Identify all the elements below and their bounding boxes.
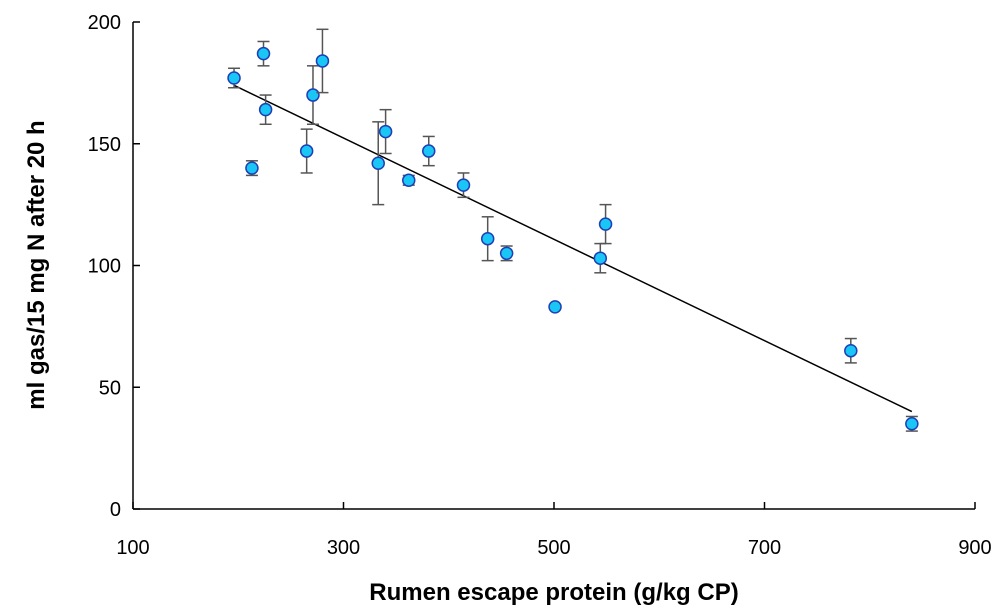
- point-marker: [371, 156, 385, 170]
- point-marker: [456, 178, 471, 192]
- data-point: [905, 415, 919, 432]
- y-tick-label: 50: [99, 377, 121, 399]
- point-marker: [245, 161, 259, 175]
- data-point: [245, 160, 259, 177]
- x-tick-label: 900: [958, 537, 991, 559]
- x-axis-title: Rumen escape protein (g/kg CP): [369, 579, 738, 606]
- data-point: [593, 242, 608, 274]
- data-point: [456, 172, 471, 199]
- point-marker: [844, 343, 858, 358]
- point-marker: [256, 46, 271, 61]
- y-tick-label: 0: [110, 499, 121, 521]
- data-point: [306, 65, 320, 126]
- data-point: [844, 337, 858, 364]
- data-point: [422, 135, 436, 167]
- point-marker: [598, 217, 613, 231]
- data-point: [227, 67, 241, 89]
- trendline: [233, 84, 913, 413]
- point-marker: [548, 300, 562, 314]
- data-point: [499, 245, 514, 262]
- data-points: [227, 28, 919, 432]
- point-marker: [499, 246, 514, 261]
- axes: 100 300 500 700 900 0 50 100 150 200: [88, 12, 992, 559]
- point-marker: [905, 417, 919, 431]
- data-point: [402, 173, 416, 188]
- y-tick-label: 100: [88, 256, 121, 278]
- x-tick-label: 100: [116, 537, 149, 559]
- data-point: [299, 128, 314, 174]
- x-tick-label: 500: [537, 537, 570, 559]
- point-marker: [315, 54, 330, 68]
- data-point: [480, 216, 495, 262]
- point-marker: [422, 144, 436, 158]
- data-point: [258, 94, 273, 126]
- point-marker: [299, 144, 314, 158]
- point-marker: [593, 251, 608, 265]
- data-point: [548, 300, 562, 314]
- data-point: [371, 121, 385, 206]
- data-point: [315, 28, 330, 94]
- data-point: [378, 108, 393, 155]
- point-marker: [378, 124, 393, 139]
- data-point: [598, 203, 613, 245]
- point-marker: [227, 71, 241, 85]
- point-marker: [402, 173, 416, 188]
- x-tick-label: 300: [327, 537, 360, 559]
- point-marker: [306, 88, 320, 102]
- y-axis-title: ml gas/15 mg N after 20 h: [23, 120, 50, 409]
- data-point: [256, 40, 271, 67]
- point-marker: [258, 102, 273, 117]
- x-tick-label: 700: [748, 537, 781, 559]
- point-marker: [480, 231, 495, 246]
- trendline-group: [233, 84, 913, 413]
- y-tick-label: 150: [88, 134, 121, 156]
- y-tick-label: 200: [88, 12, 121, 34]
